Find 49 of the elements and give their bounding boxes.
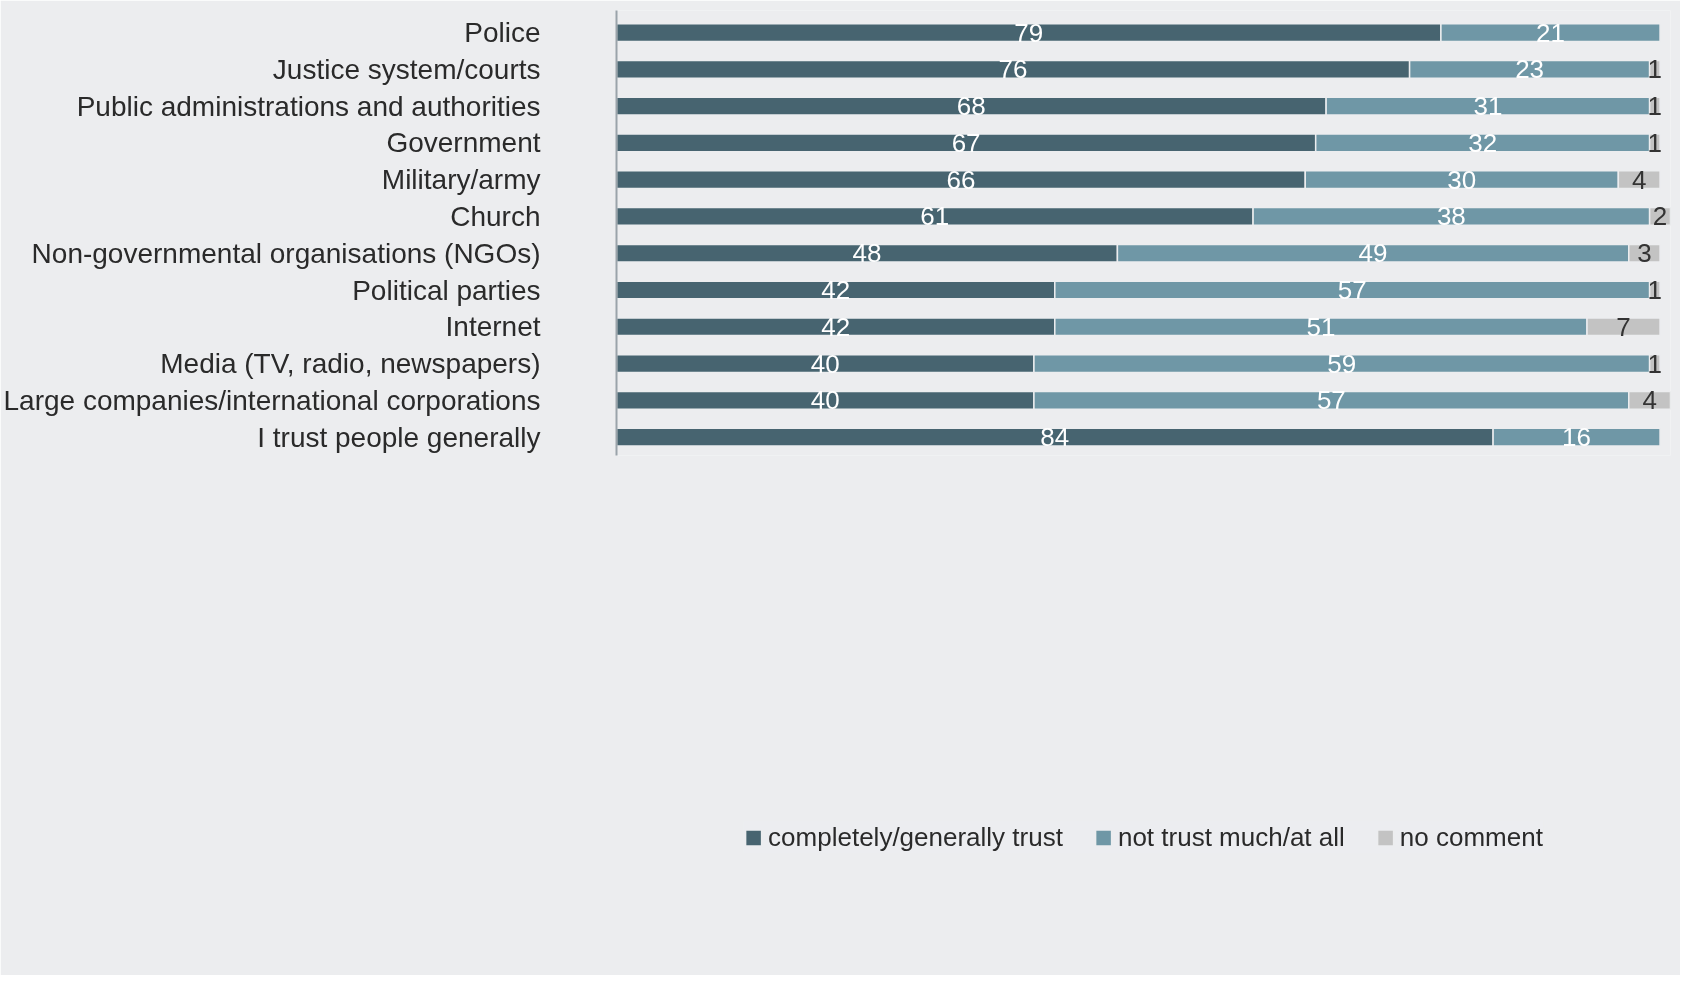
data-label: 16 [1562,422,1592,453]
data-label: 66 [946,164,976,195]
y-tick-label: Media (TV, radio, newspapers) [160,348,541,380]
data-label: 76 [998,54,1028,85]
data-label: 40 [810,348,840,379]
data-label: 57 [1337,275,1367,305]
data-label: 67 [951,127,981,158]
data-label: 59 [1327,348,1357,379]
data-label: 32 [1468,127,1498,158]
y-tick-label: Political parties [352,274,541,306]
data-label: 48 [852,238,882,269]
y-tick-label: Large companies/international corporations [3,384,541,416]
data-label: 2 [1652,201,1668,232]
y-tick-label: Justice system/courts [272,53,541,85]
data-label: 23 [1515,54,1545,85]
data-label: 1 [1647,127,1663,158]
data-label: 1 [1647,91,1663,122]
data-label: 1 [1647,54,1663,85]
y-tick-label: Police [464,17,541,49]
data-label: 4 [1631,164,1647,195]
data-label: 42 [821,275,851,305]
y-tick-label: Internet [445,311,541,343]
legend-label: no comment [1399,821,1543,853]
y-tick-label: Non-governmental organisations (NGOs) [31,237,541,269]
y-tick-label: Government [386,127,541,159]
y-tick-label: Military/army [381,164,541,196]
data-label: 42 [821,311,851,342]
data-label: 49 [1358,238,1388,269]
legend-label: not trust much/at all [1117,821,1345,853]
data-label: 4 [1642,385,1657,416]
data-label: 3 [1637,238,1652,269]
data-label: 61 [920,201,950,232]
data-label: 84 [1040,422,1070,453]
data-label: 51 [1306,311,1336,342]
data-label: 21 [1536,17,1565,48]
data-label: 68 [956,91,986,122]
data-label: 79 [1014,17,1044,48]
data-label: 30 [1447,164,1477,195]
y-tick-label: I trust people generally [257,421,541,453]
data-label: 57 [1316,385,1346,416]
y-tick-label: Public administrations and authorities [76,90,541,122]
data-label: 7 [1616,311,1631,342]
data-label: 1 [1647,348,1663,379]
data-label: 38 [1436,201,1466,232]
data-label: 40 [810,385,840,416]
data-label: 1 [1647,275,1663,305]
legend-label: completely/generally trust [768,821,1063,853]
data-label: 31 [1473,91,1503,122]
y-tick-label: Church [450,200,541,232]
